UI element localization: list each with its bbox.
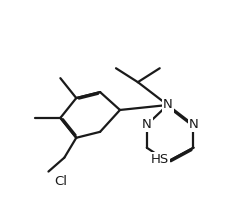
Text: Cl: Cl <box>54 175 67 188</box>
Text: N: N <box>141 118 151 131</box>
Text: N: N <box>162 98 172 112</box>
Text: HS: HS <box>150 153 168 166</box>
Text: N: N <box>188 118 198 131</box>
